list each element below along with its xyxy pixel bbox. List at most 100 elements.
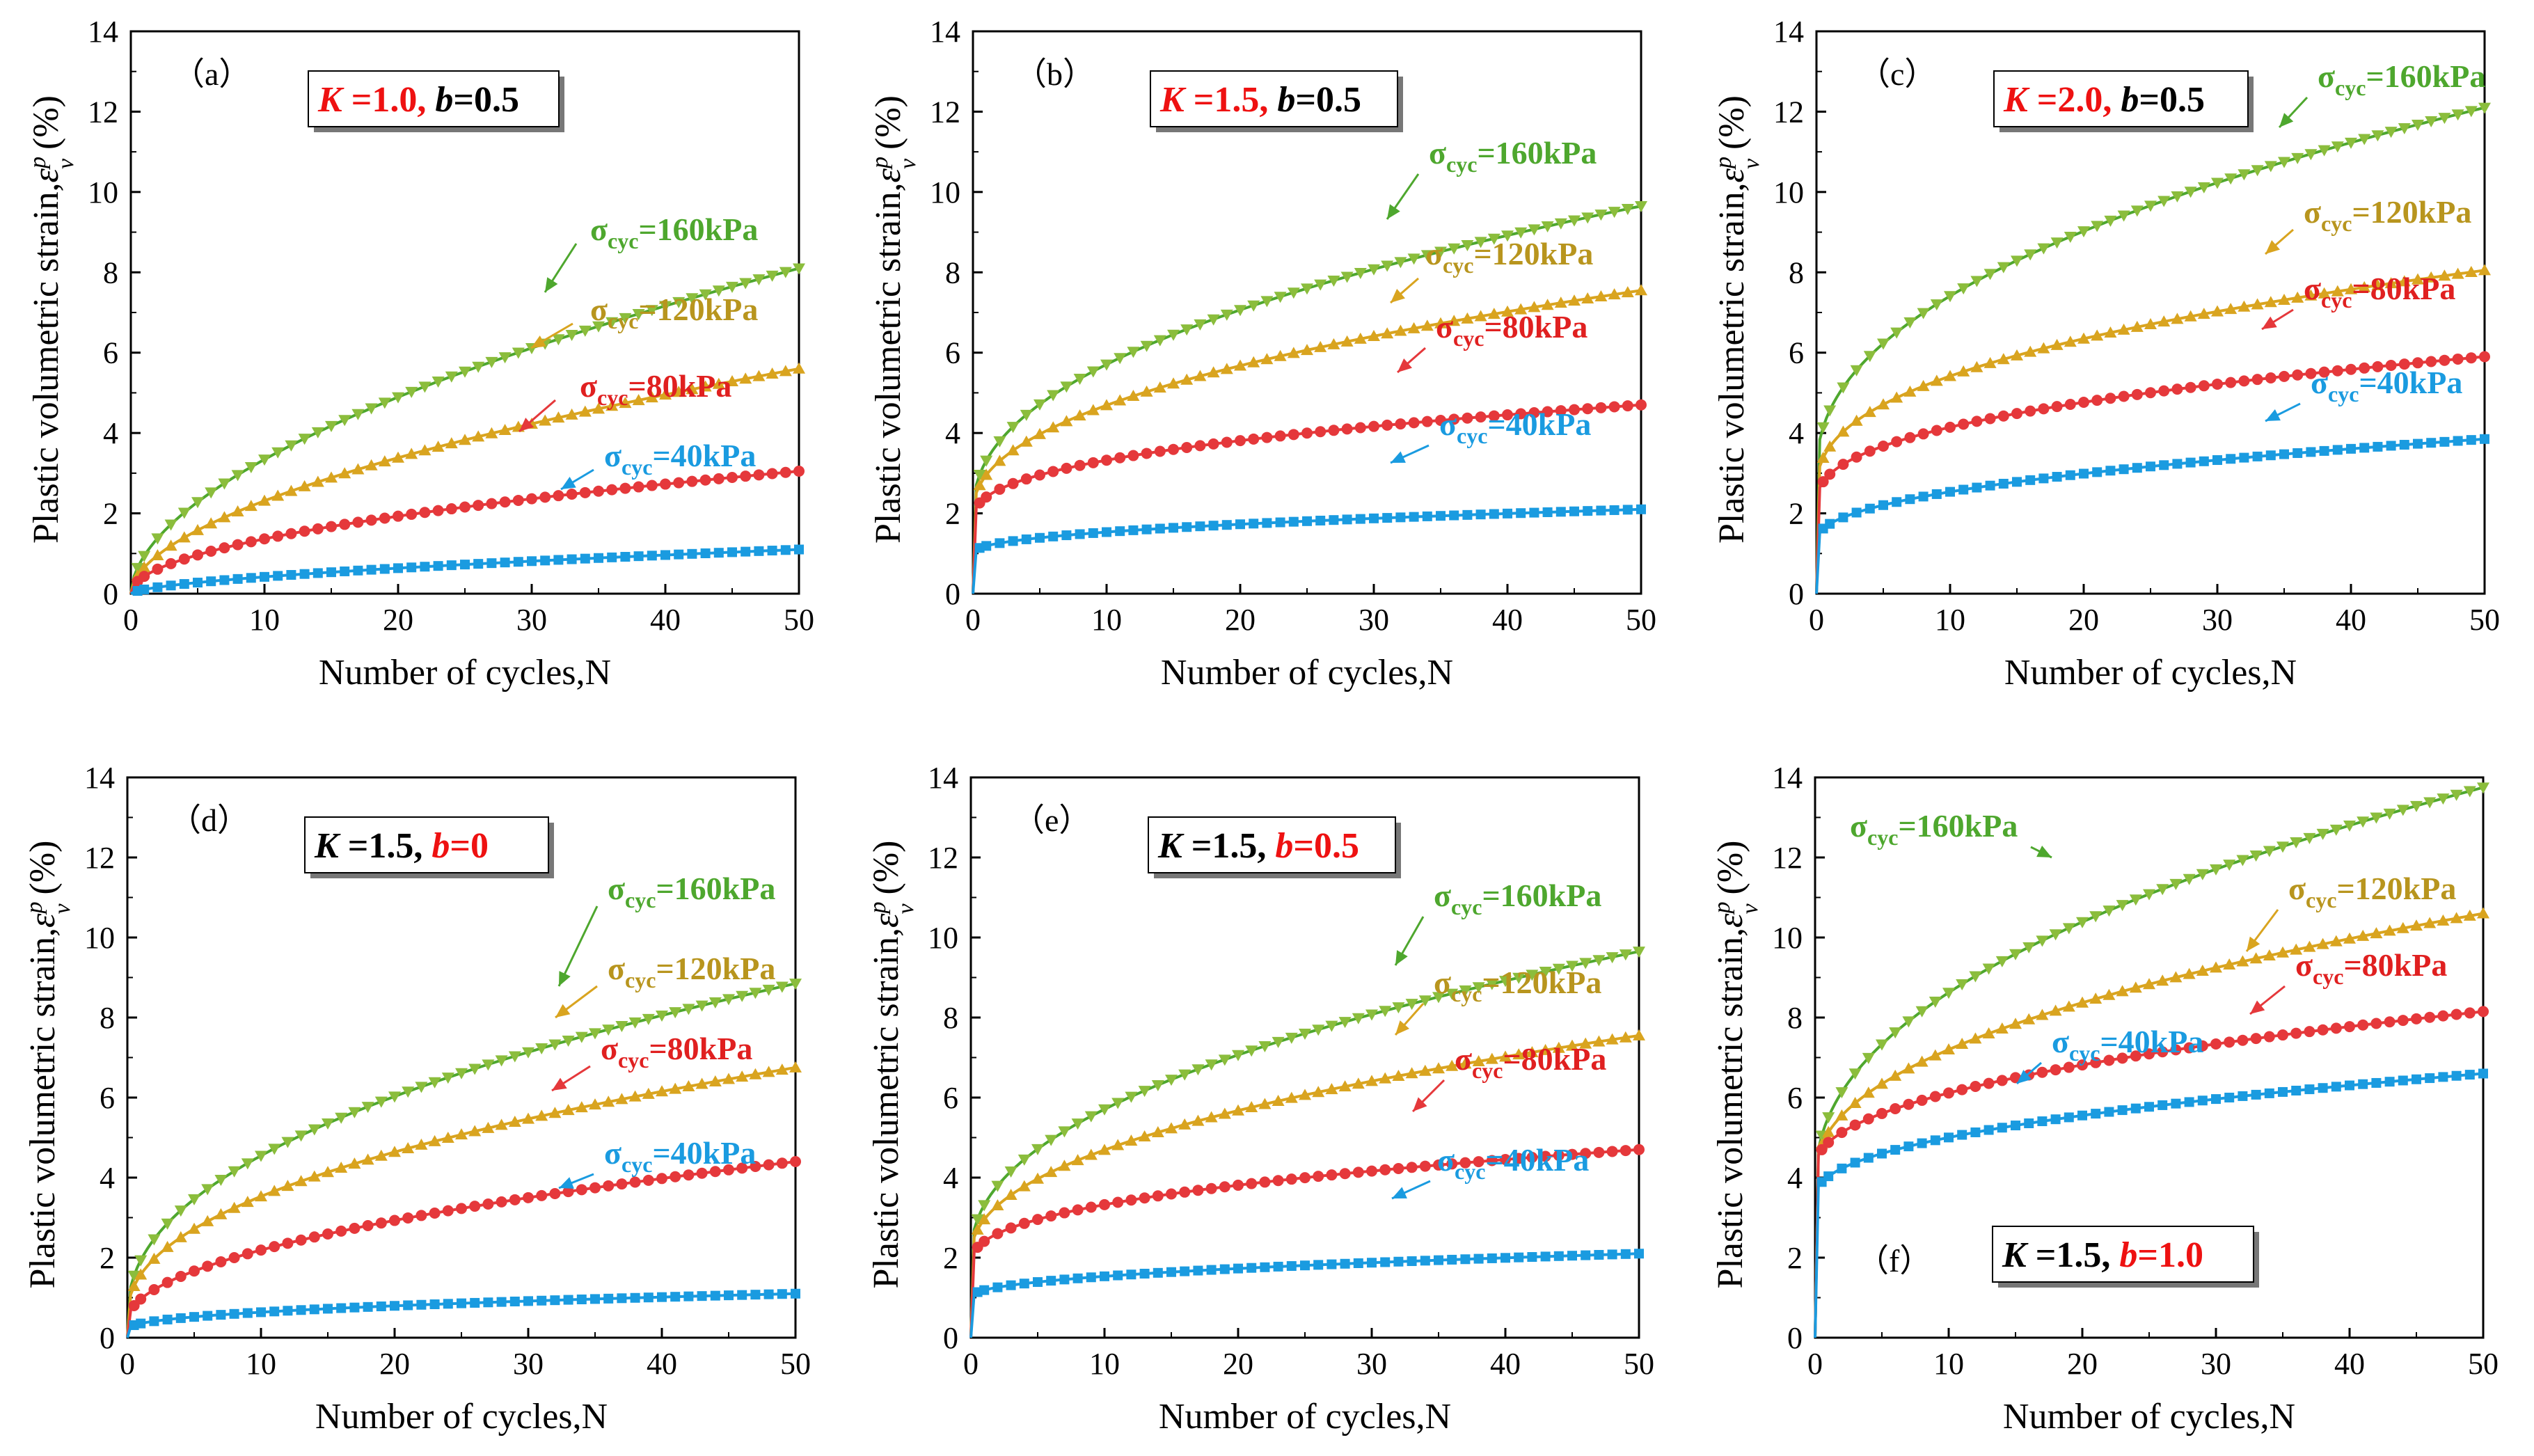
data-point [1622,505,1633,515]
data-point [485,356,498,368]
data-point [1528,407,1540,419]
data-point [2171,383,2183,395]
data-point [273,571,283,581]
data-point [712,377,725,389]
data-point [2345,283,2357,294]
key-b-value: =0.5 [1295,80,1361,120]
data-point [552,411,565,423]
series-label-value: =40kPa [1487,406,1591,442]
data-point [218,511,231,523]
y-tick-label: 10 [1772,921,1803,955]
series-label-sub: cyc [608,228,638,253]
y-tick-label: 0 [1789,577,1804,611]
data-point [2357,1019,2369,1031]
data-point [1541,299,1554,310]
data-point [713,548,724,558]
data-point [388,1091,401,1103]
data-point [1006,1280,1016,1290]
data-point [535,1043,548,1055]
data-point [2412,273,2424,285]
data-point [1620,1249,1631,1259]
data-point [127,1280,141,1292]
series-label: σcyc=160kPa [590,212,758,253]
data-point [138,561,151,573]
data-point [148,1234,161,1246]
data-point [978,1200,991,1212]
leader-arrow-head [2265,240,2280,254]
data-point [241,1196,254,1208]
data-point [2036,1066,2048,1078]
data-point [459,434,471,445]
key-k-symbol: K [2003,80,2030,120]
data-point [202,1260,214,1272]
y-tick-label: 12 [1772,841,1803,875]
data-point [1407,253,1420,265]
data-point [2304,1084,2315,1095]
data-point [1288,516,1299,527]
data-point [1501,230,1514,242]
data-point [2036,1008,2049,1020]
data-point [1191,1064,1205,1076]
data-point [1004,1166,1017,1178]
data-point [589,1098,601,1110]
data-point [457,1298,466,1308]
y-tick-label: 10 [88,175,118,209]
data-point [415,1082,428,1093]
leader-arrow-head [1391,451,1406,463]
data-point [1850,414,1863,426]
data-point [1876,1107,1887,1119]
data-point [1512,972,1526,984]
data-point [682,1079,695,1091]
data-point [2412,1074,2421,1084]
data-point [1338,1080,1352,1092]
series-label: σcyc=120kPa [2288,871,2456,912]
data-point [1822,1112,1835,1124]
data-point [441,1073,454,1084]
data-point [739,372,752,384]
x-tick-label: 50 [1624,1347,1654,1381]
data-point [241,1158,254,1170]
data-point [1232,1050,1244,1061]
data-point [682,1004,695,1015]
data-point [1286,1261,1297,1272]
data-point [2290,837,2303,848]
data-point [2317,1024,2329,1036]
series-40kpa: σcyc=40kPa [972,406,1646,594]
y-tick-label: 2 [103,497,118,531]
data-point [1929,997,1942,1008]
data-point [298,480,311,491]
data-point [443,1299,453,1309]
y-axis-title-main: Plastic volumetric strain, [869,183,908,544]
data-point [1516,508,1526,519]
data-point [1353,1258,1363,1269]
series-40kpa: σcyc=40kPa [1815,365,2489,594]
data-point [2145,387,2156,399]
data-point [2011,1121,2020,1131]
data-point [1890,391,1903,403]
data-point [1539,966,1552,978]
data-point [495,1118,508,1130]
data-point [2037,342,2050,354]
data-point [737,1290,747,1300]
series-120kpa: σcyc=120kPa [129,292,805,594]
data-point [1006,444,1020,456]
series-label: σcyc=80kPa [2295,947,2447,989]
data-point [766,468,778,480]
x-tick-label: 20 [1225,603,1256,637]
key-b-symbol: b [426,80,453,120]
data-point [739,278,752,290]
y-tick-label: 2 [1787,1241,1803,1275]
data-point [1891,436,1903,448]
data-point [1407,1256,1417,1267]
y-axis-title-symbol: ε [26,168,66,183]
data-point [1944,291,1956,303]
series-label-sigma: σ [2318,58,2335,94]
data-point [562,1104,575,1116]
data-point [1114,452,1126,464]
data-point [593,485,604,497]
key-box-text: K =1.5, b=0.5 [1157,826,1359,866]
series-120kpa: σcyc=120kPa [969,965,1645,1338]
data-point [1071,1154,1084,1166]
data-point [628,1090,642,1102]
